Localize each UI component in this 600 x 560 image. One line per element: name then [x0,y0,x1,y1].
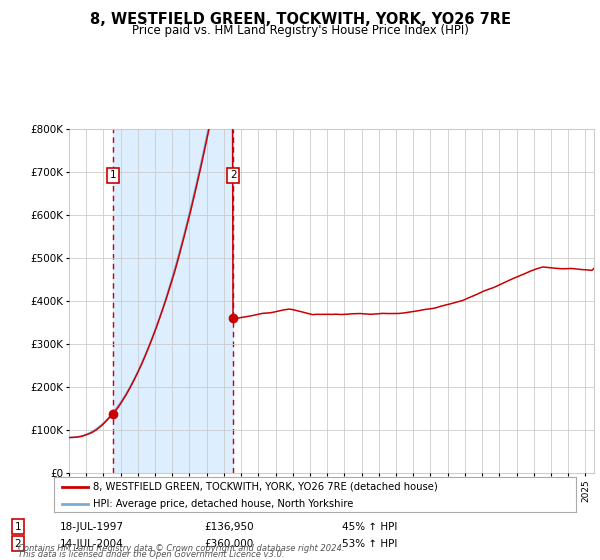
Text: 53% ↑ HPI: 53% ↑ HPI [342,539,397,549]
Text: 1: 1 [109,170,116,180]
Text: 45% ↑ HPI: 45% ↑ HPI [342,521,397,531]
Text: £136,950: £136,950 [204,521,254,531]
Text: HPI: Average price, detached house, North Yorkshire: HPI: Average price, detached house, Nort… [93,498,353,508]
Text: Contains HM Land Registry data © Crown copyright and database right 2024.: Contains HM Land Registry data © Crown c… [18,544,344,553]
Text: 18-JUL-1997: 18-JUL-1997 [60,521,124,531]
Text: 8, WESTFIELD GREEN, TOCKWITH, YORK, YO26 7RE (detached house): 8, WESTFIELD GREEN, TOCKWITH, YORK, YO26… [93,482,438,492]
Text: £360,000: £360,000 [204,539,253,549]
Text: Price paid vs. HM Land Registry's House Price Index (HPI): Price paid vs. HM Land Registry's House … [131,24,469,36]
Bar [113,129,233,473]
Text: This data is licensed under the Open Government Licence v3.0.: This data is licensed under the Open Gov… [18,550,284,559]
Text: 8, WESTFIELD GREEN, TOCKWITH, YORK, YO26 7RE: 8, WESTFIELD GREEN, TOCKWITH, YORK, YO26… [89,12,511,27]
Text: 1: 1 [14,521,22,531]
Text: 2: 2 [230,170,236,180]
Text: 14-JUL-2004: 14-JUL-2004 [60,539,124,549]
Text: 2: 2 [14,539,22,549]
